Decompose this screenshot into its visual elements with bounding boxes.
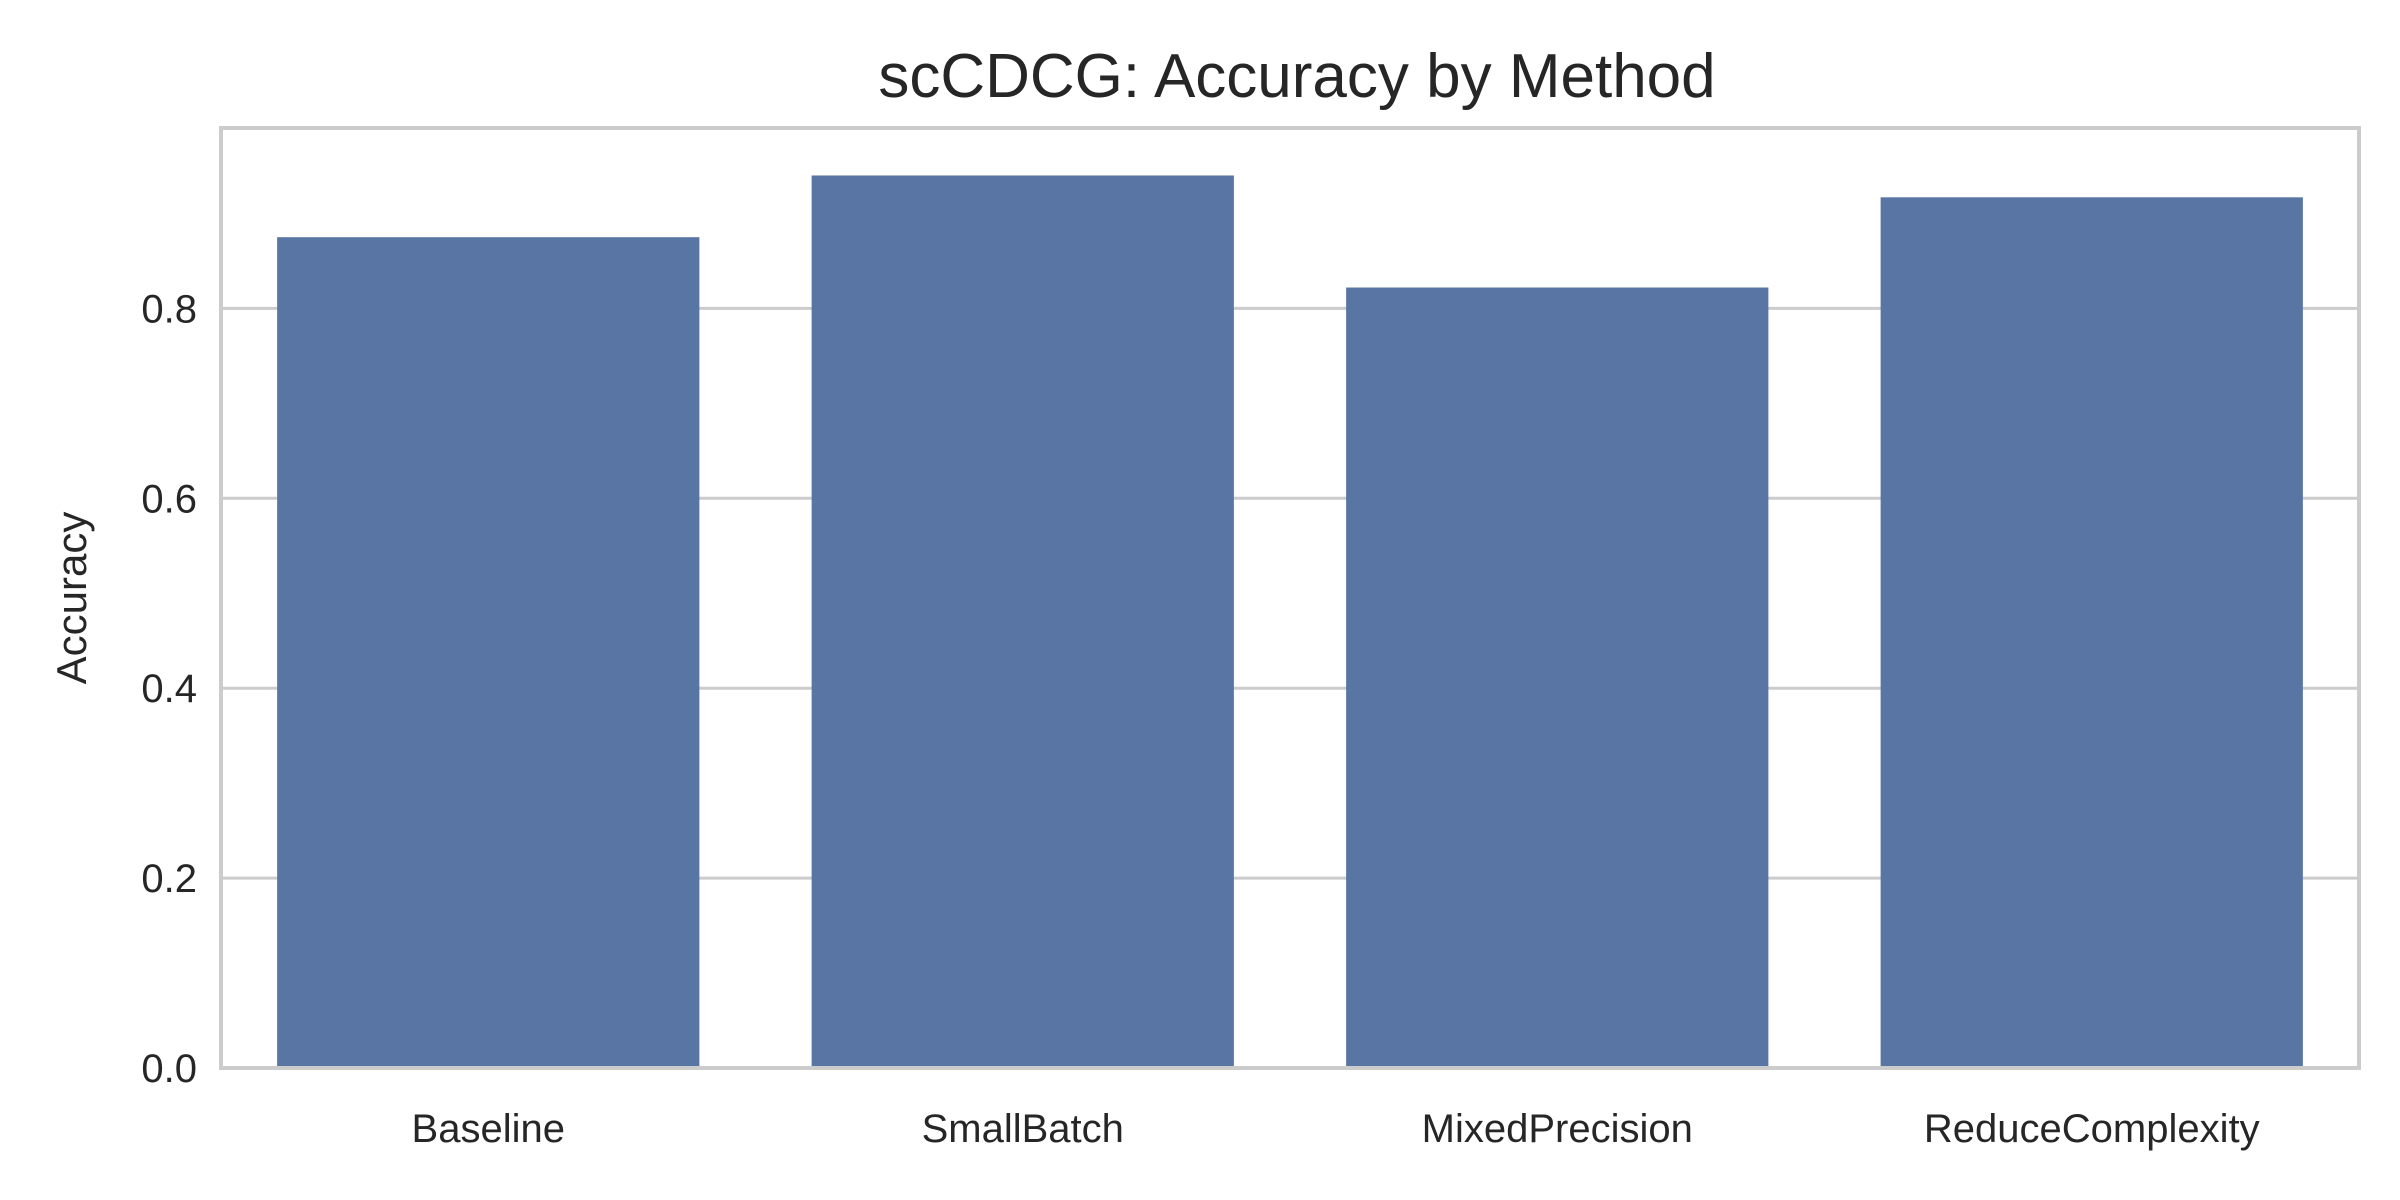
x-tick-label: ReduceComplexity	[1924, 1107, 2260, 1151]
bar-mixedprecision	[1346, 287, 1769, 1068]
bar-reducecomplexity	[1880, 197, 2303, 1069]
y-tick-label: 0.8	[141, 287, 197, 331]
y-tick-label: 0.4	[141, 667, 197, 711]
bar-baseline	[277, 237, 700, 1069]
y-tick-label: 0.6	[141, 477, 197, 521]
x-tick-label: SmallBatch	[922, 1107, 1124, 1151]
y-axis-title: Accuracy	[48, 512, 95, 685]
y-tick-label: 0.2	[141, 857, 197, 901]
bar-smallbatch	[811, 175, 1234, 1069]
x-tick-label: MixedPrecision	[1422, 1107, 1693, 1151]
y-tick-label: 0.0	[141, 1047, 197, 1091]
chart-title: scCDCG: Accuracy by Method	[878, 42, 1715, 111]
plot-frame	[219, 126, 2361, 1070]
x-tick-labels: Baseline SmallBatch MixedPrecision ReduceCo…	[412, 1107, 2260, 1151]
x-tick-label: Baseline	[412, 1107, 565, 1151]
y-tick-labels: 0.0 0.2 0.4 0.6 0.8	[141, 287, 197, 1091]
bars	[277, 175, 2303, 1069]
